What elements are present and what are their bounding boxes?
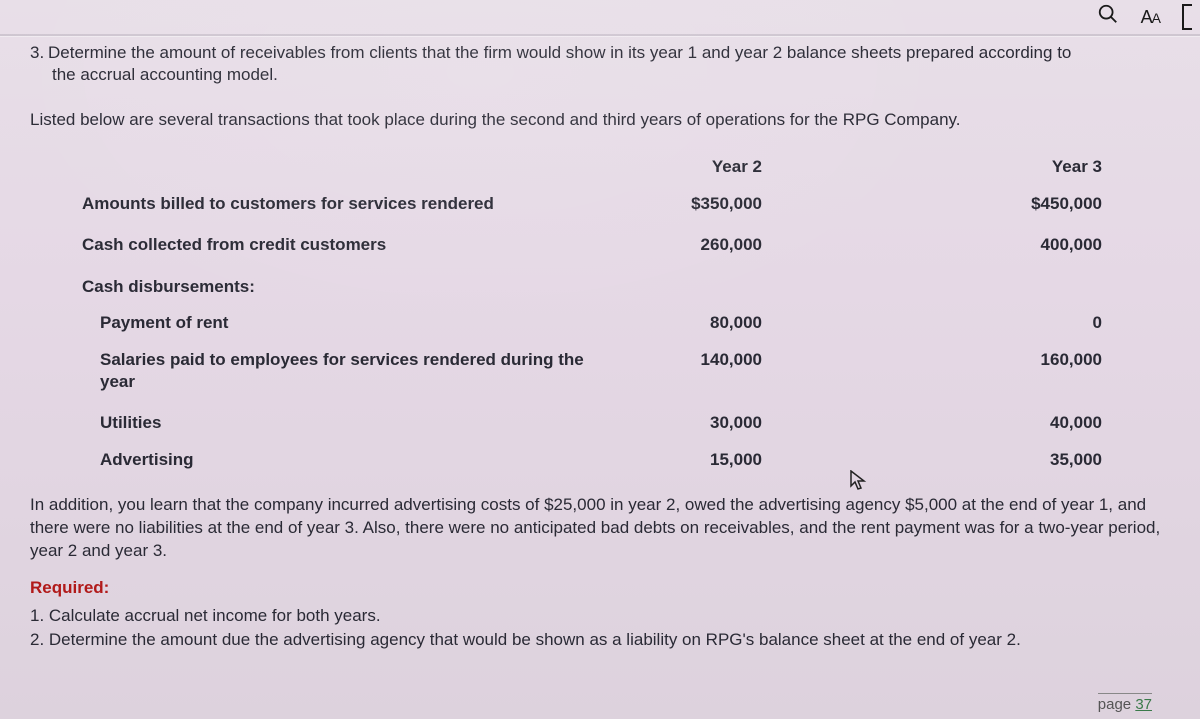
- intro-paragraph: Listed below are several transactions th…: [30, 109, 1186, 131]
- question-text-line1: Determine the amount of receivables from…: [48, 43, 1071, 62]
- required-list: 1. Calculate accrual net income for both…: [30, 604, 1186, 653]
- row-label: Cash disbursements:: [82, 264, 622, 305]
- page-number[interactable]: 37: [1135, 696, 1152, 713]
- row-label: Advertising: [82, 442, 622, 478]
- row-label: Payment of rent: [82, 305, 622, 341]
- row-y2: 140,000: [622, 342, 882, 401]
- table-row: Salaries paid to employees for services …: [82, 342, 1132, 401]
- question-text-line2: the accrual accounting model.: [30, 64, 1186, 86]
- row-y3: 40,000: [882, 400, 1132, 441]
- row-y2: 30,000: [622, 400, 882, 441]
- table-header-row: Year 2 Year 3: [82, 149, 1132, 185]
- row-y2: 80,000: [622, 305, 882, 341]
- row-label: Cash collected from credit customers: [82, 222, 622, 263]
- row-y2: 260,000: [622, 222, 882, 263]
- page-indicator: page 37: [1098, 693, 1152, 713]
- reader-toolbar: AA: [1097, 0, 1200, 34]
- row-label: Amounts billed to customers for services…: [82, 186, 622, 222]
- question-3: 3.Determine the amount of receivables fr…: [30, 42, 1186, 87]
- row-label: Salaries paid to employees for services …: [82, 342, 622, 401]
- page-label: page: [1098, 696, 1131, 713]
- text-size-button[interactable]: AA: [1141, 7, 1160, 28]
- required-item: 1. Calculate accrual net income for both…: [30, 604, 1186, 629]
- toolbar-divider: [0, 34, 1200, 36]
- required-item: 2. Determine the amount due the advertis…: [30, 628, 1186, 653]
- table-row: Amounts billed to customers for services…: [82, 186, 1132, 222]
- row-y3: 400,000: [882, 222, 1132, 263]
- table-row: Cash disbursements:: [82, 264, 1132, 305]
- row-y3: 0: [882, 305, 1132, 341]
- question-number: 3.: [30, 42, 48, 64]
- row-label: Utilities: [82, 400, 622, 441]
- header-year2: Year 2: [622, 149, 882, 185]
- row-y2: 15,000: [622, 442, 882, 478]
- table-row: Utilities 30,000 40,000: [82, 400, 1132, 441]
- row-y3: $450,000: [882, 186, 1132, 222]
- table-row: Payment of rent 80,000 0: [82, 305, 1132, 341]
- header-year3: Year 3: [882, 149, 1132, 185]
- row-y3: 160,000: [882, 342, 1132, 401]
- table-row: Advertising 15,000 35,000: [82, 442, 1132, 478]
- table-row: Cash collected from credit customers 260…: [82, 222, 1132, 263]
- row-y2: [622, 264, 882, 305]
- row-y2: $350,000: [622, 186, 882, 222]
- transactions-table: Year 2 Year 3 Amounts billed to customer…: [82, 149, 1132, 478]
- header-blank: [82, 149, 622, 185]
- page-content: 3.Determine the amount of receivables fr…: [30, 42, 1186, 653]
- row-y3: 35,000: [882, 442, 1132, 478]
- panel-icon[interactable]: [1182, 4, 1192, 30]
- addition-paragraph: In addition, you learn that the company …: [30, 494, 1186, 563]
- required-label: Required:: [30, 577, 1186, 599]
- search-icon[interactable]: [1097, 3, 1119, 31]
- row-y3: [882, 264, 1132, 305]
